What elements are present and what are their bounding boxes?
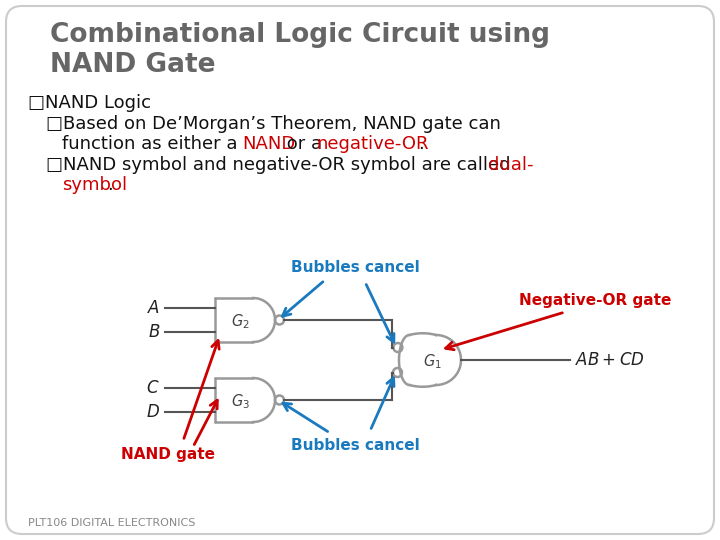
Text: Combinational Logic Circuit using: Combinational Logic Circuit using: [50, 22, 550, 48]
Text: $C$: $C$: [146, 379, 160, 397]
Text: $G_3$: $G_3$: [230, 393, 249, 411]
Text: .: .: [418, 135, 424, 153]
Text: Bubbles cancel: Bubbles cancel: [291, 260, 419, 275]
Text: dual-: dual-: [488, 156, 534, 174]
Text: □NAND Logic: □NAND Logic: [28, 94, 151, 112]
Text: function as either a: function as either a: [62, 135, 243, 153]
Text: NAND gate: NAND gate: [121, 448, 215, 462]
Text: $B$: $B$: [148, 323, 160, 341]
Text: PLT106 DIGITAL ELECTRONICS: PLT106 DIGITAL ELECTRONICS: [28, 518, 195, 528]
Text: $G_2$: $G_2$: [230, 313, 249, 332]
Text: or a: or a: [281, 135, 328, 153]
Text: $AB + CD$: $AB + CD$: [575, 351, 644, 369]
Text: □NAND symbol and negative-OR symbol are called: □NAND symbol and negative-OR symbol are …: [46, 156, 516, 174]
Text: □Based on De’Morgan’s Theorem, NAND gate can: □Based on De’Morgan’s Theorem, NAND gate…: [46, 115, 501, 133]
Text: $G_1$: $G_1$: [423, 353, 441, 372]
Text: .: .: [107, 176, 113, 194]
Text: Bubbles cancel: Bubbles cancel: [291, 437, 419, 453]
Text: NAND: NAND: [242, 135, 295, 153]
Text: $D$: $D$: [146, 403, 160, 421]
Text: NAND Gate: NAND Gate: [50, 52, 215, 78]
Text: negative-OR: negative-OR: [316, 135, 428, 153]
Text: symbol: symbol: [62, 176, 127, 194]
Text: $A$: $A$: [147, 299, 160, 317]
Text: Negative-OR gate: Negative-OR gate: [519, 293, 671, 307]
